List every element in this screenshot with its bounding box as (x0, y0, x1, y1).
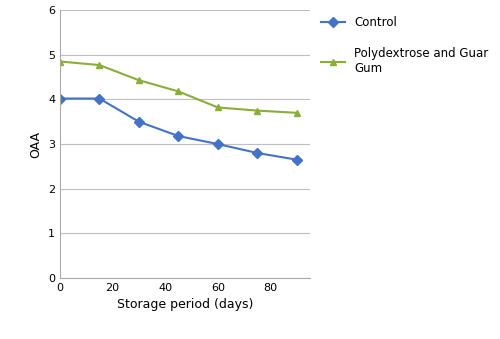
Y-axis label: OAA: OAA (30, 131, 43, 158)
Control (96, 97, 102, 101)
Polydextrose and Guar
Gum (176, 89, 182, 94)
Control (176, 134, 182, 138)
Control (57, 97, 63, 101)
Polydextrose and Guar
Gum (57, 59, 63, 63)
Control (294, 158, 300, 162)
Line: Polydextrose and Guar
Gum: Polydextrose and Guar Gum (56, 58, 300, 116)
Legend: Control, Polydextrose and Guar
Gum: Control, Polydextrose and Guar Gum (321, 16, 488, 75)
Polydextrose and Guar
Gum (136, 78, 142, 82)
Polydextrose and Guar
Gum (254, 108, 260, 113)
Control (215, 142, 221, 146)
Control (254, 151, 260, 155)
Line: Control: Control (56, 95, 300, 163)
Control (136, 120, 142, 124)
Polydextrose and Guar
Gum (215, 105, 221, 109)
Polydextrose and Guar
Gum (294, 111, 300, 115)
X-axis label: Storage period (days): Storage period (days) (117, 298, 253, 312)
Polydextrose and Guar
Gum (96, 63, 102, 67)
